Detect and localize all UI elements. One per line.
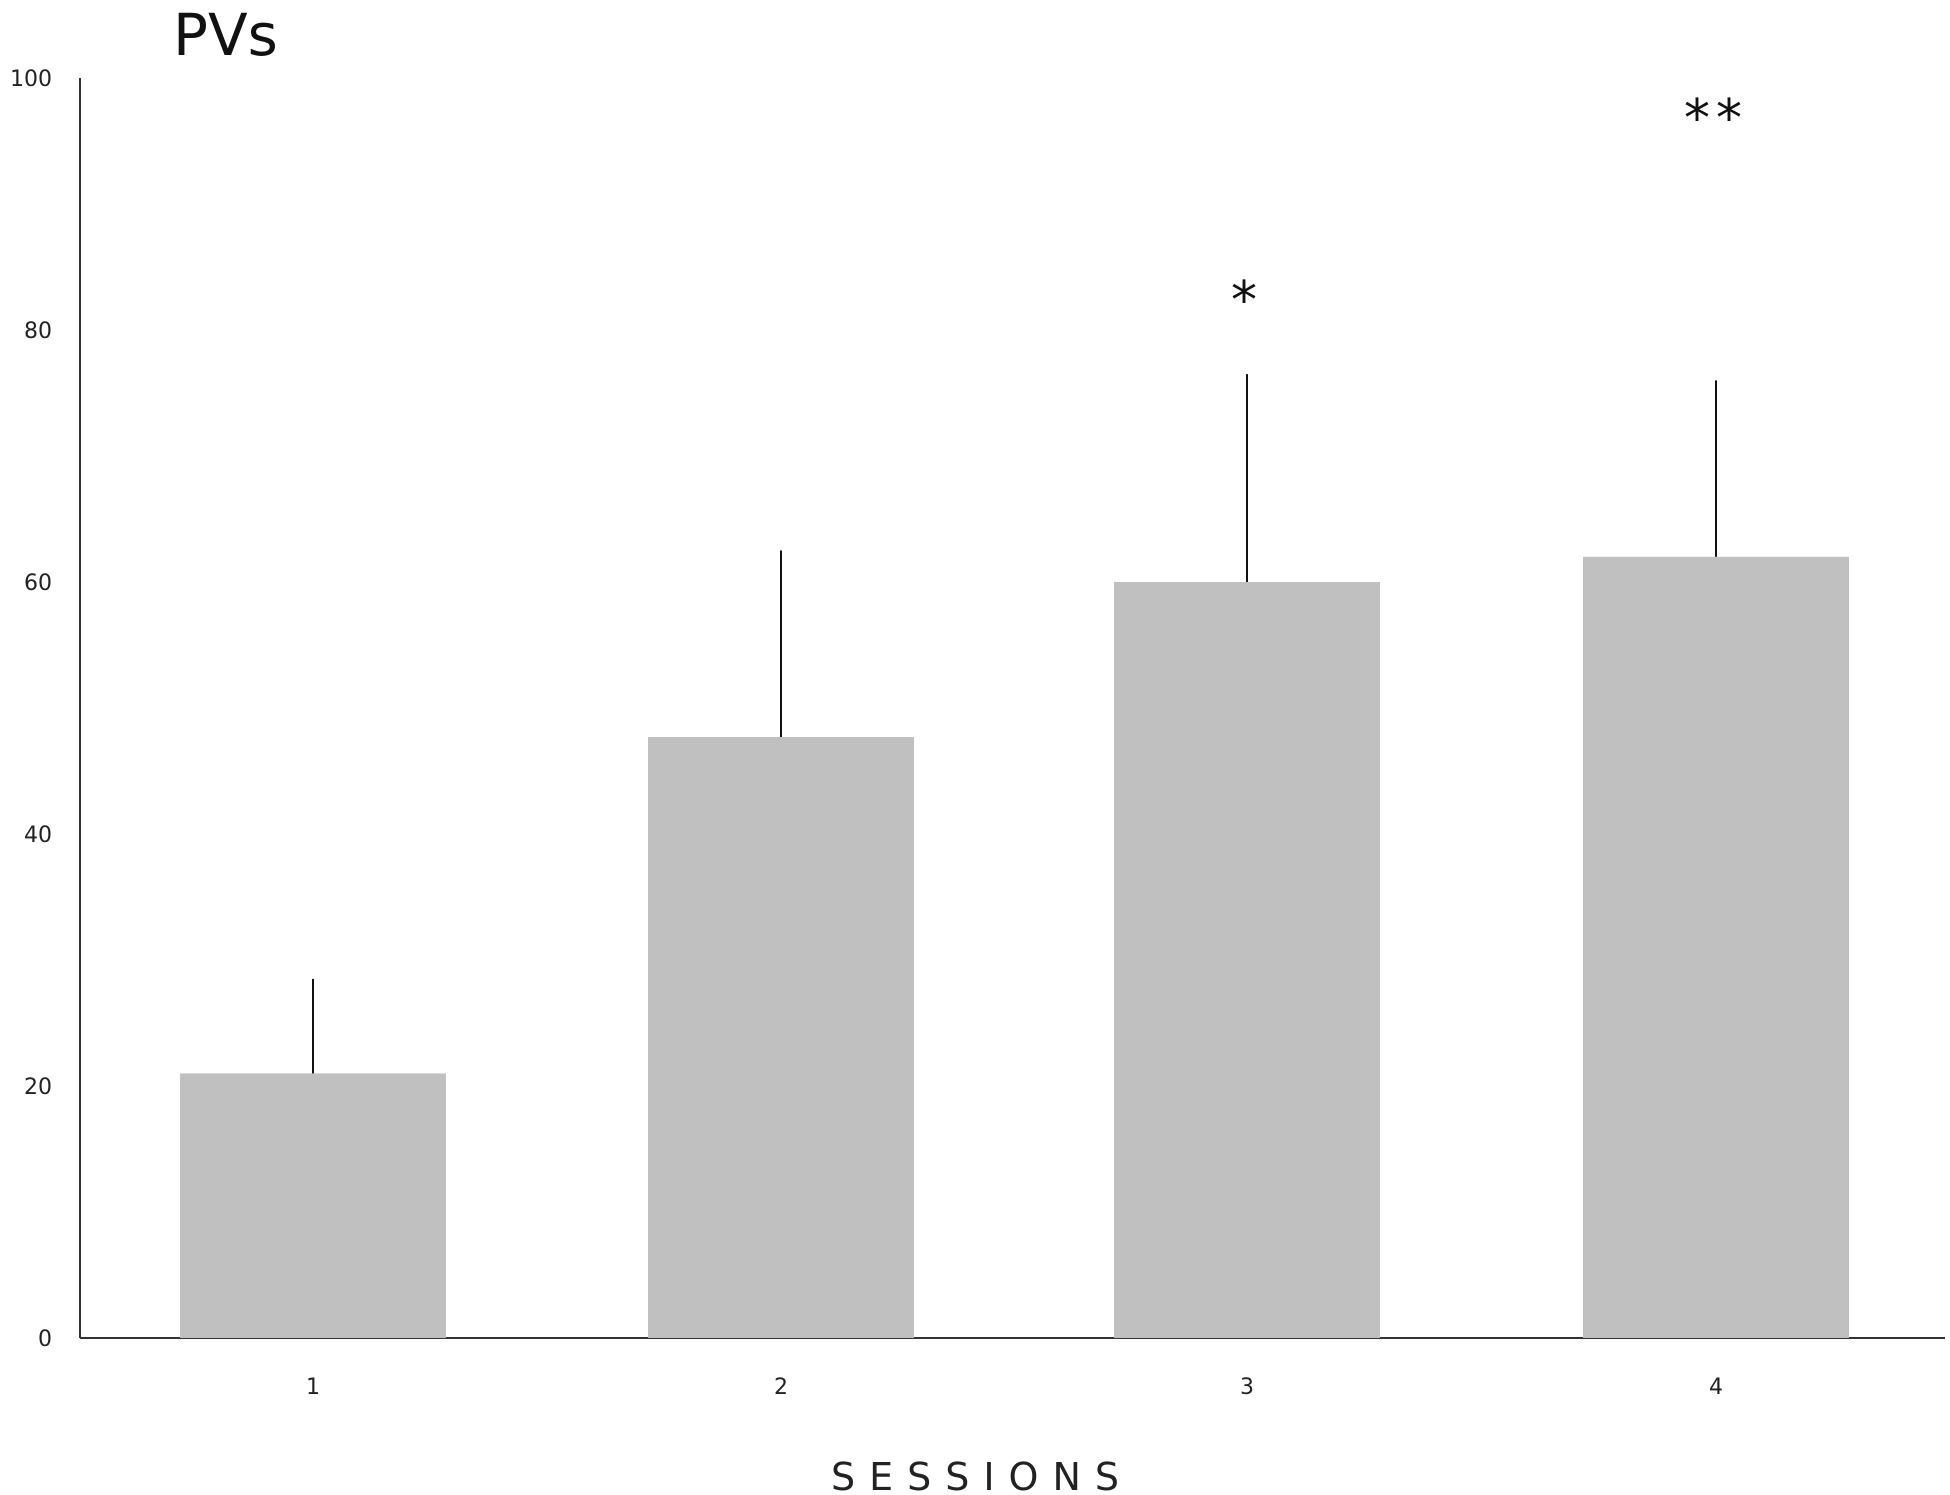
y-tick-label: 80 (24, 319, 52, 344)
x-tick-label: 3 (1240, 1375, 1254, 1400)
bar-session-1 (180, 1073, 446, 1338)
bar-session-4 (1583, 556, 1849, 1338)
significance-marker-session-3: * (1231, 271, 1263, 331)
y-tick-label: 60 (24, 571, 52, 596)
bar-session-3 (1114, 582, 1380, 1338)
chart-title: PVs (173, 1, 278, 69)
x-tick-label: 1 (306, 1375, 320, 1400)
y-axis-ticks: 0 20 40 60 80 100 (10, 67, 52, 1352)
y-tick-label: 40 (24, 823, 52, 848)
y-tick-label: 0 (38, 1327, 52, 1352)
error-bars (312, 374, 1717, 1074)
y-tick-label: 100 (10, 67, 52, 92)
x-tick-label: 4 (1709, 1375, 1723, 1400)
y-tick-label: 20 (24, 1075, 52, 1100)
bar-session-2 (648, 736, 914, 1338)
bars (180, 556, 1849, 1338)
x-tick-label: 2 (774, 1375, 788, 1400)
x-axis-label: SESSIONS (831, 1455, 1133, 1495)
significance-annotations: *** (1231, 89, 1748, 331)
x-axis-ticks: 1 2 3 4 (306, 1375, 1723, 1400)
significance-marker-session-4: ** (1684, 89, 1748, 149)
